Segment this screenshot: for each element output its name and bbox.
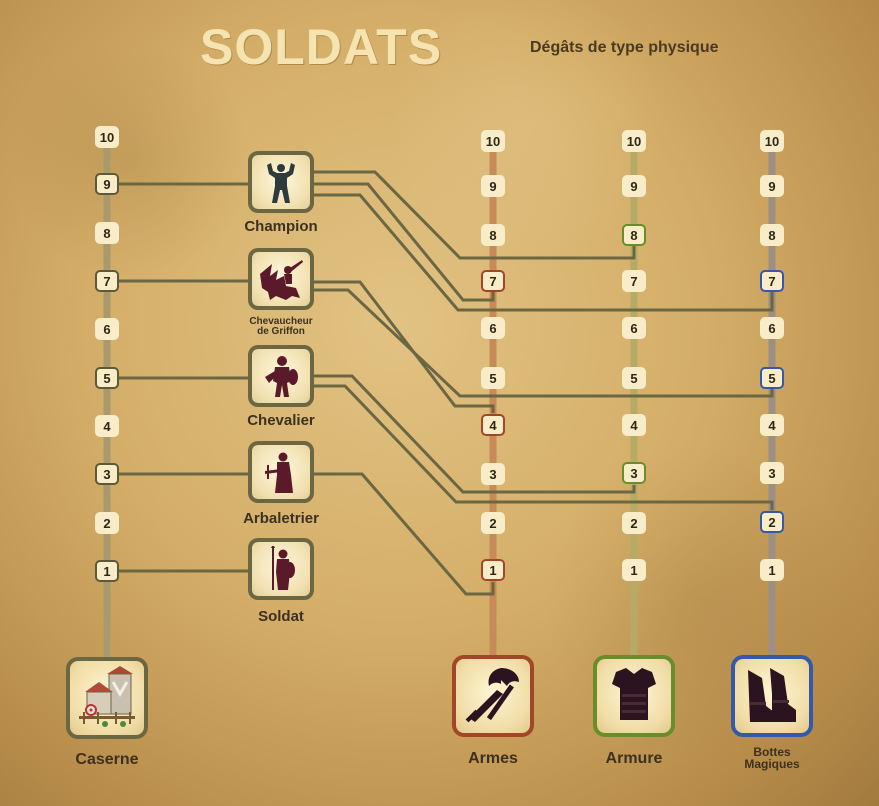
caserne-level-9: 9 xyxy=(95,173,119,195)
unit-chevalier[interactable] xyxy=(248,345,314,407)
armure-level-2: 2 xyxy=(622,512,646,534)
armes-level-10: 10 xyxy=(481,130,505,152)
caserne-level-1: 1 xyxy=(95,560,119,582)
connector-champion-armure xyxy=(313,170,636,260)
unit-soldat[interactable] xyxy=(248,538,314,600)
knight-icon xyxy=(265,356,298,397)
damage-type-subtitle: Dégâts de type physique xyxy=(530,39,719,56)
caserne-level-8: 8 xyxy=(95,222,119,244)
unit-label-chevaucheur-de-griffon: Chevaucheur de Griffon xyxy=(211,317,351,337)
griffon-rider-icon xyxy=(260,260,303,300)
armes-level-8: 8 xyxy=(481,224,505,246)
caserne-level-7: 7 xyxy=(95,270,119,292)
barracks-icon xyxy=(79,666,135,727)
armes-level-2: 2 xyxy=(481,512,505,534)
armure-level-6: 6 xyxy=(622,317,646,339)
armes-level-6: 6 xyxy=(481,317,505,339)
armure-level-8: 8 xyxy=(622,224,646,246)
weapons-icon xyxy=(465,668,519,723)
bottes-level-9: 9 xyxy=(760,175,784,197)
unit-label-chevalier: Chevalier xyxy=(247,412,315,429)
armes-level-5: 5 xyxy=(481,367,505,389)
unit-label-griffon-line2: de Griffon xyxy=(257,326,305,337)
armure-level-1: 1 xyxy=(622,559,646,581)
building-armure[interactable] xyxy=(593,655,675,737)
building-label-armes: Armes xyxy=(468,750,518,767)
caserne-level-2: 2 xyxy=(95,512,119,534)
unit-label-arbaletrier: Arbaletrier xyxy=(243,510,319,527)
bottes-level-7: 7 xyxy=(760,270,784,292)
bottes-level-6: 6 xyxy=(760,317,784,339)
connector-griffon-bottes xyxy=(313,288,774,398)
connector-chevalier-bottes xyxy=(313,384,774,510)
bottes-level-10: 10 xyxy=(760,130,784,152)
unit-label-champion: Champion xyxy=(244,218,318,235)
armure-level-10: 10 xyxy=(622,130,646,152)
connector-champion-armes xyxy=(313,182,495,302)
armes-level-3: 3 xyxy=(481,463,505,485)
armes-level-4: 4 xyxy=(481,414,505,436)
bottes-level-4: 4 xyxy=(760,414,784,436)
bottes-level-8: 8 xyxy=(760,224,784,246)
connector-champion-bottes xyxy=(313,193,774,312)
armure-level-7: 7 xyxy=(622,270,646,292)
magic-boots-icon xyxy=(748,668,796,722)
building-label-bottes-magiques: Bottes Magiques xyxy=(702,746,842,770)
armure-level-4: 4 xyxy=(622,414,646,436)
building-label-armure: Armure xyxy=(605,750,663,767)
building-bottes-magiques[interactable] xyxy=(731,655,813,737)
unit-chevaucheur-de-griffon[interactable] xyxy=(248,248,314,310)
bottes-level-1: 1 xyxy=(760,559,784,581)
armure-level-9: 9 xyxy=(622,175,646,197)
connector-arbaletrier-armes xyxy=(313,472,495,596)
connector-chevalier-armure xyxy=(313,374,636,494)
caserne-level-4: 4 xyxy=(95,415,119,437)
armor-icon xyxy=(612,668,656,720)
building-label-bottes-line1: Bottes xyxy=(753,745,791,759)
champion-icon xyxy=(267,163,295,203)
building-armes[interactable] xyxy=(452,655,534,737)
caserne-level-10: 10 xyxy=(95,126,119,148)
building-label-caserne: Caserne xyxy=(75,751,139,768)
unit-label-griffon-line1: Chevaucheur xyxy=(249,316,313,327)
armes-level-1: 1 xyxy=(481,559,505,581)
unit-arbaletrier[interactable] xyxy=(248,441,314,503)
armes-level-9: 9 xyxy=(481,175,505,197)
soldier-icon xyxy=(271,546,295,590)
crossbowman-icon xyxy=(265,452,293,493)
bottes-level-3: 3 xyxy=(760,462,784,484)
page-title: SOLDATS xyxy=(200,19,443,75)
caserne-level-6: 6 xyxy=(95,318,119,340)
bottes-level-2: 2 xyxy=(760,511,784,533)
caserne-level-3: 3 xyxy=(95,463,119,485)
caserne-level-5: 5 xyxy=(95,367,119,389)
armes-level-7: 7 xyxy=(481,270,505,292)
unit-champion[interactable] xyxy=(248,151,314,213)
building-label-bottes-line2: Magiques xyxy=(744,757,800,771)
unit-label-soldat: Soldat xyxy=(258,608,304,625)
bottes-level-5: 5 xyxy=(760,367,784,389)
connector-griffon-armes xyxy=(313,280,495,413)
armure-level-3: 3 xyxy=(622,462,646,484)
armure-level-5: 5 xyxy=(622,367,646,389)
building-caserne[interactable] xyxy=(66,657,148,739)
